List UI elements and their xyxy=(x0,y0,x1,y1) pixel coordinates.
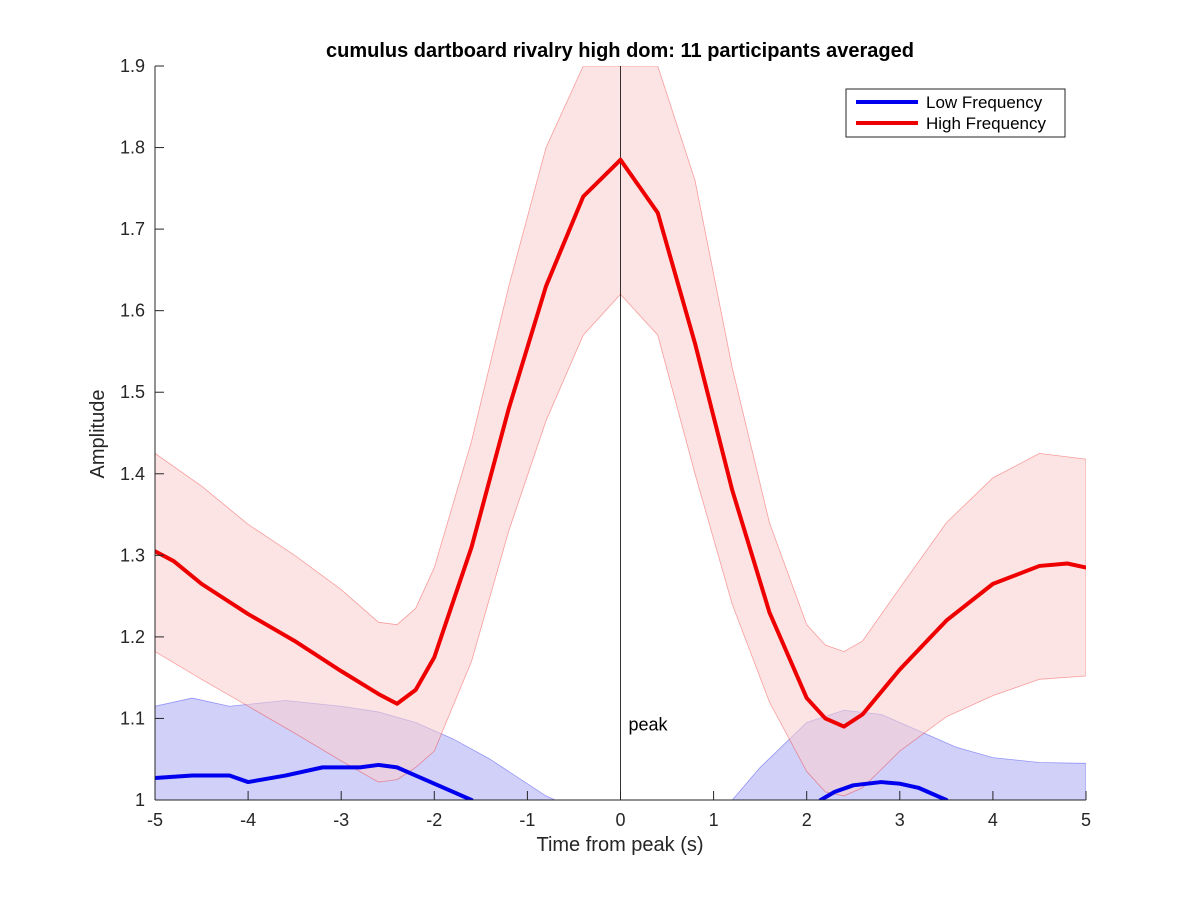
legend-label-high-frequency: High Frequency xyxy=(926,114,1047,133)
y-tick-label: 1.2 xyxy=(120,627,145,647)
y-tick-label: 1.8 xyxy=(120,138,145,158)
legend: Low Frequency High Frequency xyxy=(846,89,1065,137)
x-tick-label: -1 xyxy=(519,810,535,830)
peak-marker-label: peak xyxy=(629,715,669,735)
y-tick-label: 1.4 xyxy=(120,464,145,484)
x-tick-label: 0 xyxy=(615,810,625,830)
legend-label-low-frequency: Low Frequency xyxy=(926,93,1043,112)
x-tick-label: 1 xyxy=(709,810,719,830)
y-axis-label: Amplitude xyxy=(87,390,109,479)
x-axis-label: Time from peak (s) xyxy=(536,834,703,856)
y-tick-label: 1.3 xyxy=(120,545,145,565)
y-tick-label: 1.1 xyxy=(120,708,145,728)
x-tick-label: 5 xyxy=(1081,810,1091,830)
y-tick-label: 1.7 xyxy=(120,219,145,239)
x-tick-label: -3 xyxy=(333,810,349,830)
x-tick-label: 4 xyxy=(988,810,998,830)
x-tick-label: -2 xyxy=(426,810,442,830)
y-tick-label: 1 xyxy=(135,790,145,810)
x-tick-label: -5 xyxy=(147,810,163,830)
chart-title: cumulus dartboard rivalry high dom: 11 p… xyxy=(326,40,914,62)
x-tick-label: 2 xyxy=(802,810,812,830)
x-tick-label: 3 xyxy=(895,810,905,830)
y-tick-label: 1.6 xyxy=(120,301,145,321)
x-tick-label: -4 xyxy=(240,810,256,830)
y-tick-label: 1.9 xyxy=(120,56,145,76)
y-tick-label: 1.5 xyxy=(120,382,145,402)
